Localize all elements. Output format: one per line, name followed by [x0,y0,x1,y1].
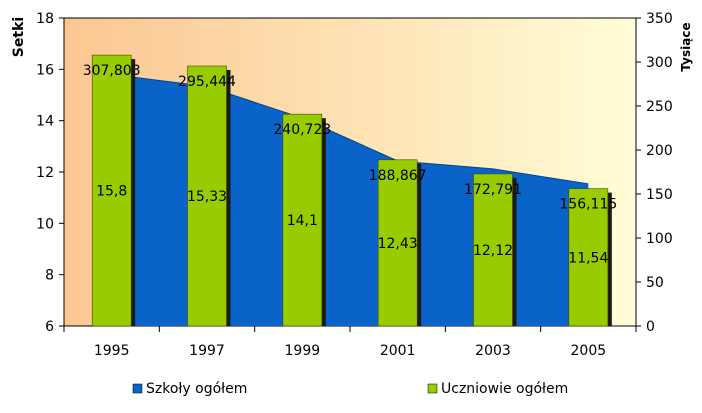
right-axis-title: Tysiące [679,22,693,71]
left-axis-tick-label: 8 [45,268,54,284]
area-value-label: 15,33 [187,189,227,205]
x-axis-tick-label: 1995 [94,343,130,359]
bar [568,188,609,327]
left-axis-tick-label: 12 [36,165,54,181]
area-value-label: 11,54 [568,250,608,266]
right-axis-tick-label: 300 [646,55,673,71]
right-axis-tick-label: 250 [646,99,673,115]
legend-label-schools: Szkoły ogółem [146,381,247,397]
legend-swatch-schools [132,383,143,394]
x-axis-tick-label: 1997 [189,343,225,359]
left-axis-title: Setki [11,17,27,57]
right-axis-tick-label: 100 [646,231,673,247]
left-axis-tick-label: 18 [36,11,54,27]
data-labels: 307,803 295,444 240,723 188,867 172,791 156,1… [83,63,618,266]
legend-swatch-students [427,383,438,394]
bar-value-label: 156,115 [559,197,617,213]
bar-value-label: 295,444 [178,74,236,90]
area-value-label: 12,43 [378,236,418,252]
x-axis-tick-label: 1999 [285,343,321,359]
left-axis-tick-label: 14 [36,114,54,130]
area-fill [111,74,589,326]
right-axis-tick-label: 150 [646,187,673,203]
bar-series [91,54,612,327]
right-axis-tick-label: 200 [646,143,673,159]
x-axis-tick-label: 2005 [571,343,607,359]
bar [187,65,227,327]
left-axis-tick-label: 6 [45,319,54,335]
left-axis-tick-label: 10 [36,216,54,232]
x-axis-tick-label: 2001 [380,343,416,359]
bar [473,173,513,327]
bar [91,54,132,327]
bar-value-label: 188,867 [369,168,427,184]
bar-value-label: 240,723 [273,122,331,138]
bar [377,159,418,327]
bar [282,113,323,327]
area-value-label: 15,8 [96,184,127,200]
bar-value-label: 172,791 [464,182,522,198]
bar-value-label: 307,803 [83,63,141,79]
axes: 6 8 10 12 14 16 18 0 50 100 150 200 250 300 350 1995 199… [36,11,673,359]
legend: Szkoły ogółem Uczniowie ogółem [132,381,568,397]
right-axis-tick-label: 350 [646,11,673,27]
legend-label-students: Uczniowie ogółem [441,381,568,397]
right-axis-tick-label: 0 [646,319,655,335]
left-axis-tick-label: 16 [36,62,54,78]
area-value-label: 14,1 [287,213,318,229]
x-axis-tick-label: 2003 [475,343,511,359]
area-value-label: 12,12 [473,243,513,259]
right-axis-tick-label: 50 [646,275,664,291]
